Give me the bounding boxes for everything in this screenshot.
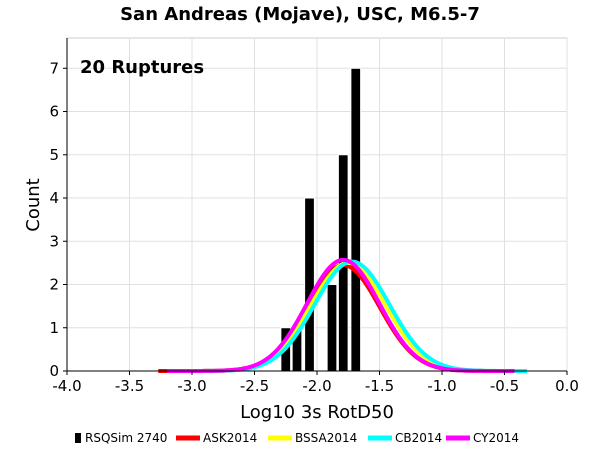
y-tick-label: 1	[49, 319, 59, 337]
legend-label: BSSA2014	[295, 431, 357, 445]
x-tick-label: -3.0	[177, 377, 206, 395]
legend-swatch	[75, 433, 81, 443]
y-ticks: 0 1 2 3 4 5 6 7	[49, 59, 67, 380]
x-tick-label: -2.0	[302, 377, 331, 395]
y-tick-label: 5	[49, 146, 59, 164]
y-tick-label: 2	[49, 276, 59, 294]
y-tick-label: 6	[49, 103, 59, 121]
y-tick-label: 0	[49, 362, 59, 380]
x-tick-label: -1.5	[365, 377, 394, 395]
x-tick-label: -3.5	[115, 377, 144, 395]
x-tick-label: 0.0	[555, 377, 579, 395]
legend-label: CB2014	[395, 431, 442, 445]
histogram-bar	[326, 284, 338, 372]
y-tick-label: 3	[49, 232, 59, 250]
y-axis-label: Count	[23, 178, 44, 231]
x-tick-label: -4.0	[52, 377, 81, 395]
rupture-count-annotation: 20 Ruptures	[80, 57, 204, 78]
curve-cy2014	[167, 257, 515, 373]
y-tick-label: 7	[49, 59, 59, 77]
x-tick-label: -0.5	[490, 377, 519, 395]
histogram-bar	[350, 67, 362, 372]
histogram-bar	[304, 197, 315, 372]
x-tick-label: -2.5	[240, 377, 269, 395]
legend: RSQSim 2740 ASK2014 BSSA2014 CB2014 CY2014	[75, 431, 519, 445]
chart-title: San Andreas (Mojave), USC, M6.5-7	[120, 4, 480, 25]
legend-label: CY2014	[473, 431, 519, 445]
x-axis-label: Log10 3s RotD50	[240, 402, 394, 423]
legend-label: RSQSim 2740	[85, 431, 167, 445]
y-tick-label: 4	[49, 189, 59, 207]
x-ticks: -4.0 -3.5 -3.0 -2.5 -2.0 -1.5 -1.0 -0.5 0.0	[52, 371, 579, 395]
x-tick-label: -1.0	[427, 377, 456, 395]
legend-label: ASK2014	[203, 431, 257, 445]
